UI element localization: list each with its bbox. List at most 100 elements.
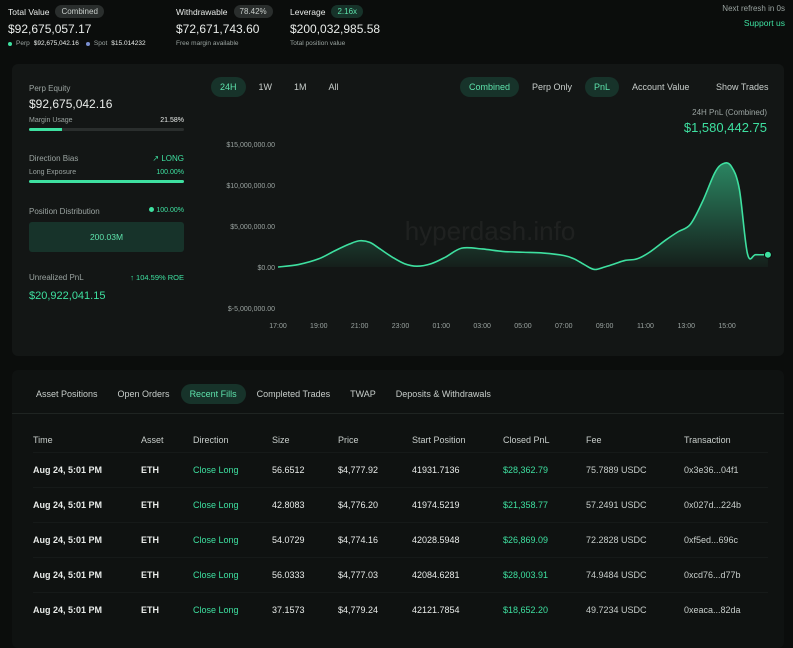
refresh-section: Next refresh in 0s Support us: [722, 4, 785, 28]
column-header-size: Size: [272, 435, 290, 445]
tab-open-orders[interactable]: Open Orders: [117, 389, 170, 399]
cell-time: Aug 24, 5:01 PM: [33, 465, 103, 475]
table-row[interactable]: Aug 24, 5:01 PM ETH Close Long 56.6512 $4,77…: [33, 452, 768, 487]
pnl-caption: 24H PnL (Combined): [692, 108, 767, 117]
column-header-fee: Fee: [586, 435, 602, 445]
pnl-end-point[interactable]: [763, 250, 772, 259]
y-tick-label: $0.00: [257, 265, 275, 272]
position-distribution-label: Position Distribution: [29, 207, 100, 216]
metric-tabs: PnL Account Value: [585, 77, 698, 97]
leverage-section: Leverage 2.16x $200,032,985.58 Total pos…: [290, 5, 380, 47]
cell-size: 42.8083: [272, 500, 305, 510]
cell-closed-pnl: $28,362.79: [503, 465, 549, 475]
pnl-value: $1,580,442.75: [683, 120, 767, 135]
tab-recent-fills[interactable]: Recent Fills: [180, 384, 246, 404]
x-axis: 17:00 19:00 21:00 23:00 01:00 03:00 05:00 07:00…: [269, 323, 736, 330]
table-row[interactable]: Aug 24, 5:01 PM ETH Close Long 54.0729 $4,77…: [33, 522, 768, 557]
pnl-area: [278, 162, 768, 270]
cell-fee: 49.7234 USDC: [586, 605, 647, 615]
table-row[interactable]: Aug 24, 5:01 PM ETH Close Long 42.8083 $4,77…: [33, 487, 768, 522]
support-link[interactable]: Support us: [743, 18, 785, 28]
tab-twap[interactable]: TWAP: [350, 389, 376, 399]
cell-price: $4,777.92: [338, 465, 379, 475]
cell-closed-pnl: $21,358.77: [503, 500, 549, 510]
tab-asset-positions[interactable]: Asset Positions: [36, 389, 98, 399]
show-trades-button[interactable]: Show Trades: [716, 82, 769, 92]
long-exposure-bar: [29, 180, 184, 183]
spot-value: $15.014232: [111, 40, 146, 47]
tab-all[interactable]: All: [328, 82, 339, 92]
x-tick-label: 05:00: [514, 323, 532, 330]
tab-completed-trades[interactable]: Completed Trades: [256, 389, 331, 399]
cell-size: 54.0729: [272, 535, 305, 545]
cell-closed-pnl: $28,003.91: [503, 570, 549, 580]
margin-usage-bar: [29, 128, 184, 131]
cell-time: Aug 24, 5:01 PM: [33, 570, 103, 580]
cell-start-position: 41931.7136: [412, 465, 460, 475]
cell-time: Aug 24, 5:01 PM: [33, 605, 103, 615]
cell-asset: ETH: [141, 605, 159, 615]
tab-combined[interactable]: Combined: [460, 77, 520, 97]
tab-account-value[interactable]: Account Value: [632, 82, 690, 92]
cell-direction: Close Long: [193, 465, 239, 475]
withdrawable-sub: Free margin available: [176, 40, 239, 47]
cell-time: Aug 24, 5:01 PM: [33, 500, 103, 510]
cell-transaction[interactable]: 0x027d...224b: [684, 500, 742, 510]
y-tick-label: $-5,000,000.00: [228, 306, 275, 313]
y-tick-label: $15,000,000.00: [226, 142, 275, 149]
pnl-chart[interactable]: hyperdash.info $15,000,000.00 $10,000,000…: [200, 130, 785, 340]
column-header-direction: Direction: [193, 435, 229, 445]
table-header: Time Asset Direction Size Price Start Positio…: [33, 428, 768, 452]
cell-closed-pnl: $18,652.20: [503, 605, 549, 615]
margin-usage-value: 21.58%: [160, 117, 184, 124]
tab-24h[interactable]: 24H: [211, 77, 246, 97]
column-header-time: Time: [33, 435, 53, 445]
leverage-label: Leverage: [290, 6, 326, 17]
refresh-text: Next refresh in 0s: [722, 4, 785, 13]
column-header-start-position: Start Position: [412, 435, 466, 445]
cell-asset: ETH: [141, 500, 159, 510]
distribution-box[interactable]: 200.03M: [29, 222, 184, 252]
cell-asset: ETH: [141, 570, 159, 580]
x-tick-label: 19:00: [310, 323, 328, 330]
fills-table: Time Asset Direction Size Price Start Positio…: [33, 428, 768, 627]
cell-transaction[interactable]: 0xeaca...82da: [684, 605, 741, 615]
tab-1w[interactable]: 1W: [258, 82, 273, 92]
cell-start-position: 41974.5219: [412, 500, 460, 510]
tab-1m[interactable]: 1M: [294, 82, 307, 92]
column-header-closed-pnl: Closed PnL: [503, 435, 550, 445]
cell-price: $4,779.24: [338, 605, 379, 615]
cell-fee: 57.2491 USDC: [586, 500, 647, 510]
cell-price: $4,774.16: [338, 535, 379, 545]
cell-transaction[interactable]: 0xf5ed...696c: [684, 535, 739, 545]
withdrawable-value: $72,671,743.60: [176, 22, 260, 36]
trend-up-icon: ↗: [152, 154, 160, 163]
table-row[interactable]: Aug 24, 5:01 PM ETH Close Long 37.1573 $4,77…: [33, 592, 768, 627]
total-value-section: Total Value Combined $92,675,057.17 Perp…: [8, 5, 146, 47]
cell-asset: ETH: [141, 535, 159, 545]
cell-transaction[interactable]: 0x3e36...04f1: [684, 465, 739, 475]
unrealized-pnl-roe: 104.59% ROE: [136, 273, 184, 282]
y-axis: $15,000,000.00 $10,000,000.00 $5,000,000.0…: [226, 142, 275, 313]
leverage-value: $200,032,985.58: [290, 22, 381, 36]
x-tick-label: 01:00: [433, 323, 451, 330]
y-tick-label: $5,000,000.00: [230, 224, 275, 231]
tab-pnl[interactable]: PnL: [585, 77, 620, 97]
bottom-tabs: Asset Positions Open Orders Recent Fills Co…: [27, 384, 500, 404]
table-row[interactable]: Aug 24, 5:01 PM ETH Close Long 56.0333 $4,77…: [33, 557, 768, 592]
tab-perp-only[interactable]: Perp Only: [532, 82, 573, 92]
x-tick-label: 15:00: [718, 323, 736, 330]
distribution-dot-icon: [149, 207, 155, 212]
cell-start-position: 42121.7854: [412, 605, 460, 615]
cell-size: 37.1573: [272, 605, 305, 615]
tab-deposits-withdrawals[interactable]: Deposits & Withdrawals: [395, 389, 491, 399]
cell-transaction[interactable]: 0xcd76...d77b: [684, 570, 741, 580]
x-tick-label: 03:00: [473, 323, 491, 330]
cell-direction: Close Long: [193, 570, 239, 580]
mode-tabs: Combined Perp Only: [460, 77, 581, 97]
cell-direction: Close Long: [193, 605, 239, 615]
unrealized-pnl-value: $20,922,041.15: [29, 290, 106, 302]
x-tick-label: 21:00: [351, 323, 369, 330]
spot-dot-icon: [85, 41, 90, 46]
combined-badge[interactable]: Combined: [55, 5, 104, 18]
